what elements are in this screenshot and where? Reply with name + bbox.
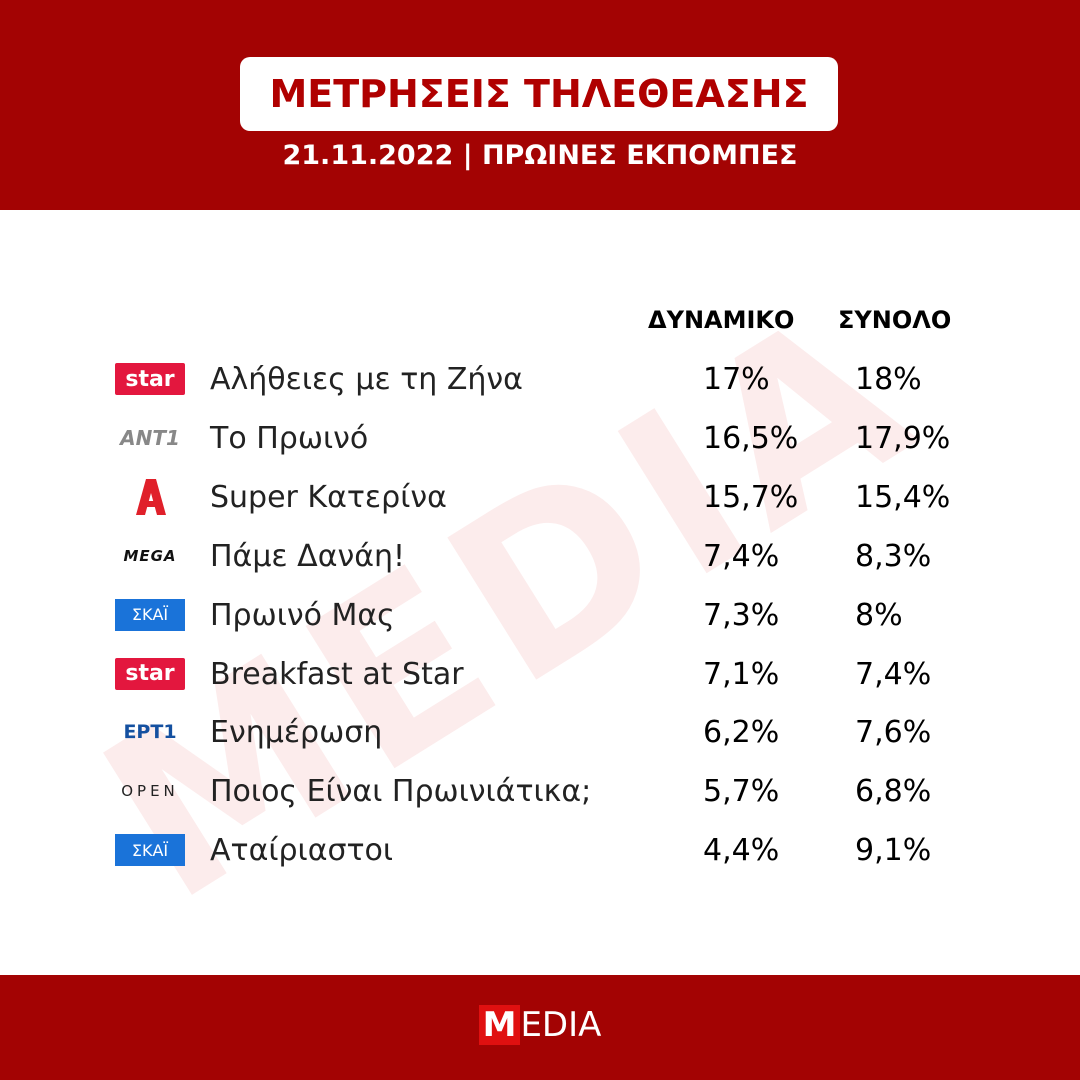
channel-logo: ΕΡΤ1 [123, 721, 177, 744]
show-name: Πάμε Δανάη! [210, 538, 406, 574]
channel-logo: MEGA [123, 546, 177, 565]
rating-share: 5,7% [703, 774, 780, 810]
table-row: ANT1 Το Πρωινό 16,5% 17,9% [0, 419, 1080, 459]
table-row: OPEN Ποιος Είναι Πρωινιάτικα; 5,7% 6,8% [0, 772, 1080, 812]
rating-total: 8% [855, 597, 903, 633]
column-header: ΣΥΝΟΛΟ [838, 306, 952, 334]
table-row: star Breakfast at Star 7,1% 7,4% [0, 655, 1080, 695]
show-name: Πρωινό Μας [210, 597, 395, 633]
logo-rest: EDIA [520, 1005, 602, 1045]
show-name: Ενημέρωση [210, 715, 383, 751]
rating-share: 7,4% [703, 538, 780, 574]
table-row: ΕΡΤ1 Ενημέρωση 6,2% 7,6% [0, 713, 1080, 753]
rating-total: 17,9% [855, 420, 951, 456]
rating-total: 9,1% [855, 833, 932, 869]
channel-logo: star [115, 363, 185, 395]
footer-logo: M EDIA [0, 1005, 1080, 1045]
show-name: Breakfast at Star [210, 656, 464, 692]
show-name: Ποιος Είναι Πρωινιάτικα; [210, 774, 592, 810]
channel-logo: ΣΚΑΪ [115, 834, 185, 867]
channel-logo: ANT1 [120, 425, 180, 450]
channel-logo: OPEN [121, 782, 179, 801]
show-name: Αλήθειες με τη Ζήνα [210, 362, 523, 397]
rating-share: 7,3% [703, 597, 780, 633]
column-header: ΔΥΝΑΜΙΚΟ [648, 306, 795, 334]
rating-share: 6,2% [703, 715, 780, 751]
rating-share: 7,1% [703, 656, 780, 692]
table-row: star Αλήθειες με τη Ζήνα 17% 18% [0, 360, 1080, 400]
rating-total: 7,4% [855, 656, 932, 692]
show-name: Super Κατερίνα [210, 479, 447, 515]
table-row: ΣΚΑΪ Πρωινό Μας 7,3% 8% [0, 596, 1080, 636]
show-name: Αταίριαστοι [210, 833, 394, 869]
table-row: ΣΚΑΪ Αταίριαστοι 4,4% 9,1% [0, 831, 1080, 871]
rating-total: 18% [855, 362, 922, 397]
footer-band [0, 975, 1080, 1080]
rating-share: 4,4% [703, 833, 780, 869]
rating-total: 8,3% [855, 538, 932, 574]
rating-share: 16,5% [703, 420, 799, 456]
rating-share: 17% [703, 362, 770, 397]
rating-total: 6,8% [855, 774, 932, 810]
title: ΜΕΤΡΗΣΕΙΣ ΤΗΛΕΘΕΑΣΗΣ [240, 57, 838, 131]
logo-initial: M [478, 1005, 521, 1045]
alpha-logo [136, 478, 166, 515]
channel-logo: star [115, 657, 185, 690]
show-name: Το Πρωινό [210, 420, 369, 456]
subtitle: 21.11.2022 | ΠΡΩΙΝΕΣ ΕΚΠΟΜΠΕΣ [282, 140, 798, 171]
rating-total: 7,6% [855, 715, 932, 751]
table-row: MEGA Πάμε Δανάη! 7,4% 8,3% [0, 537, 1080, 577]
channel-logo: ΣΚΑΪ [115, 598, 185, 631]
rating-share: 15,7% [703, 479, 799, 515]
channel-logo [115, 478, 185, 515]
table-row: Super Κατερίνα 15,7% 15,4% [0, 478, 1080, 518]
rating-total: 15,4% [855, 479, 951, 515]
